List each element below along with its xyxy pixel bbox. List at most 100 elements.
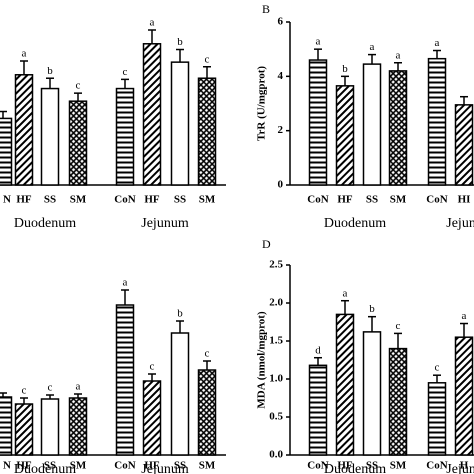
x-tick-label: HF: [337, 460, 353, 472]
bar: [170, 332, 190, 456]
x-tick-label: SS: [44, 194, 56, 206]
bar: [142, 380, 162, 456]
x-tick-label: HF: [144, 194, 160, 206]
significance-letter: c: [123, 66, 128, 78]
x-tick-label: SM: [390, 460, 407, 472]
significance-letter: a: [150, 17, 155, 29]
significance-letter: d: [315, 344, 321, 356]
bar: [170, 61, 190, 186]
bar: [388, 70, 408, 186]
significance-letter: a: [370, 41, 375, 53]
bar: [14, 403, 34, 456]
bar: [454, 336, 474, 456]
bar: [115, 87, 135, 186]
bar: [427, 382, 447, 456]
significance-letter: c: [150, 361, 155, 373]
group-label: Duodenum: [324, 216, 386, 231]
significance-letter: c: [22, 385, 27, 397]
group-label: Duodenum: [14, 216, 76, 231]
y-tick-label: 0.5: [269, 411, 283, 423]
group-label: Duodenum: [324, 462, 386, 474]
significance-letter: a: [343, 287, 348, 299]
y-tick-label: 2: [278, 124, 284, 136]
significance-letter: b: [342, 63, 348, 75]
y-tick-label: 2.5: [269, 259, 283, 271]
x-tick-label: CoN: [114, 194, 135, 206]
bar: [308, 364, 328, 456]
x-tick-label: CoN: [114, 460, 135, 472]
y-tick-label: 1.0: [269, 373, 283, 385]
bar: [335, 85, 355, 186]
y-tick-label: 0.0: [269, 449, 283, 461]
significance-letter: b: [47, 65, 53, 77]
y-tick-label: 6: [278, 16, 284, 28]
group-label: Jejunum: [446, 216, 474, 231]
bar: [335, 313, 355, 456]
y-tick-label: 1.5: [269, 335, 283, 347]
bar: [40, 87, 60, 186]
bar: [197, 77, 217, 186]
y-axis-label: MDA (nmol/mgprot): [256, 311, 268, 409]
significance-letter: a: [316, 36, 321, 48]
y-axis-label: TrR (U/mgprot): [256, 66, 268, 141]
bar: [0, 117, 13, 186]
significance-letter: b: [177, 36, 183, 48]
significance-letter: a: [123, 277, 128, 289]
x-tick-label: HF: [337, 194, 353, 206]
bar: [68, 100, 88, 186]
x-tick-label: HF: [16, 194, 32, 206]
significance-letter: c: [205, 348, 210, 360]
group-label: Jejunum: [446, 462, 474, 474]
x-tick-label: CoN: [307, 194, 328, 206]
x-tick-label: SM: [199, 194, 216, 206]
significance-letter: c: [205, 53, 210, 65]
x-tick-label: SS: [366, 194, 378, 206]
bar: [0, 396, 13, 456]
group-label: Jejunum: [141, 462, 189, 474]
significance-letter: c: [435, 362, 440, 374]
x-tick-label: CoN: [426, 460, 447, 472]
y-tick-label: 2.0: [269, 297, 283, 309]
x-tick-label: SM: [70, 194, 87, 206]
significance-letter: b: [177, 308, 183, 320]
significance-letter: c: [396, 320, 401, 332]
significance-letter: a: [435, 37, 440, 49]
x-tick-label: SS: [366, 460, 378, 472]
bar: [40, 398, 60, 456]
x-tick-label: HF: [144, 460, 160, 472]
x-tick-label: HF: [16, 460, 32, 472]
x-tick-label: SS: [44, 460, 56, 472]
x-tick-label: SM: [390, 194, 407, 206]
bar: [388, 347, 408, 456]
bar: [454, 104, 474, 186]
bar: [362, 331, 382, 456]
x-tick-label: N: [3, 194, 11, 206]
panel-label: D: [262, 237, 271, 251]
bar: [14, 74, 34, 186]
significance-letter: c: [48, 382, 53, 394]
x-tick-label: SS: [174, 194, 186, 206]
bar: [308, 59, 328, 186]
significance-letter: a: [462, 310, 467, 322]
group-label: Jejunum: [141, 216, 189, 231]
bar: [115, 304, 135, 456]
significance-letter: c: [76, 80, 81, 92]
bar: [362, 63, 382, 186]
bar: [68, 397, 88, 456]
panel-label: B: [262, 2, 270, 16]
significance-letter: b: [369, 303, 375, 315]
group-label: Duodenum: [14, 462, 76, 474]
x-tick-label: CoN: [307, 460, 328, 472]
bar: [197, 369, 217, 456]
x-tick-label: HI: [458, 194, 471, 206]
y-tick-label: 0: [278, 179, 284, 191]
significance-letter: a: [22, 48, 27, 60]
significance-letter: a: [76, 381, 81, 393]
x-tick-label: SS: [174, 460, 186, 472]
x-tick-label: H: [460, 460, 469, 472]
significance-letter: a: [396, 49, 401, 61]
x-tick-label: N: [3, 460, 11, 472]
x-tick-label: SM: [70, 460, 87, 472]
x-tick-label: SM: [199, 460, 216, 472]
